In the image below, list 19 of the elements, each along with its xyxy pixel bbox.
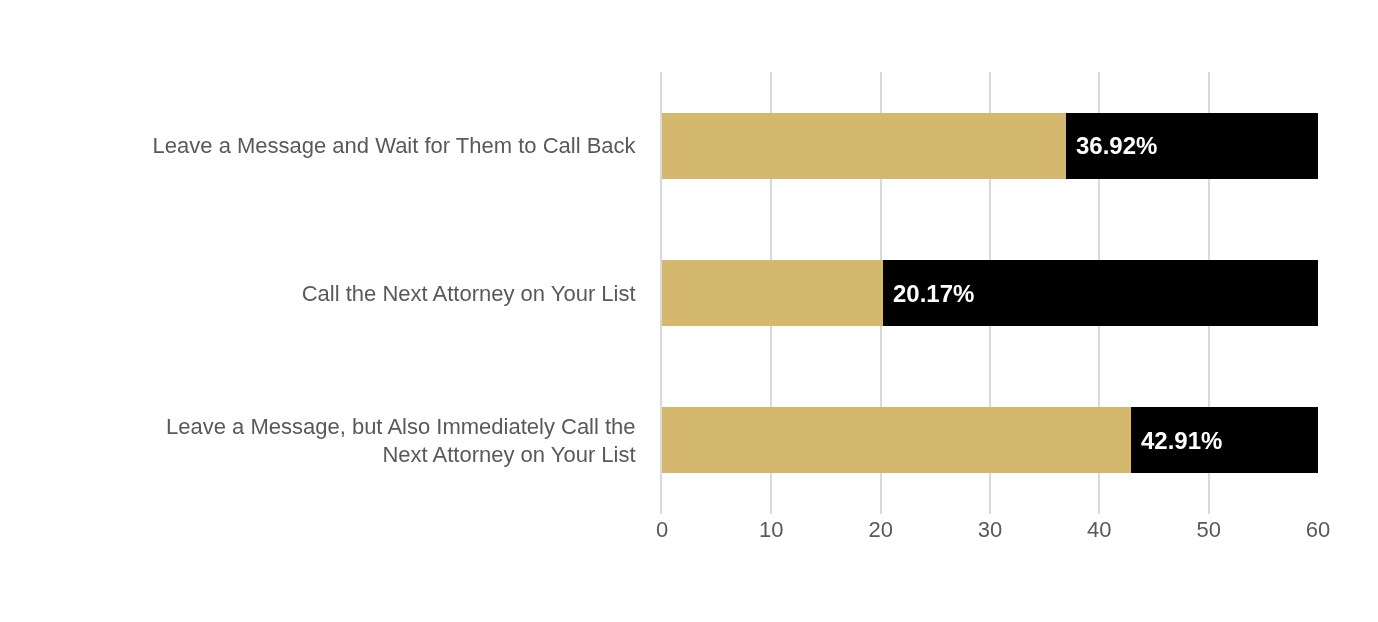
x-tick-label: 30 bbox=[977, 517, 1003, 542]
data-label: 20.17% bbox=[893, 280, 975, 307]
bar bbox=[662, 112, 1066, 179]
x-tick-label: 50 bbox=[1196, 517, 1221, 542]
data-label: 42.91% bbox=[1141, 427, 1223, 454]
bar bbox=[1131, 407, 1318, 474]
x-tick-label: 60 bbox=[1305, 517, 1331, 542]
data-label: 36.92% bbox=[1076, 132, 1158, 159]
x-tick-label: 10 bbox=[759, 517, 784, 542]
bar bbox=[1065, 112, 1318, 179]
x-tick-label: 40 bbox=[1087, 517, 1112, 542]
x-tick-label: 20 bbox=[868, 517, 893, 542]
bar bbox=[662, 407, 1132, 474]
bar bbox=[882, 259, 1318, 327]
y-tick-label: Leave a Message and Wait for Them to Call Back bbox=[152, 133, 637, 159]
y-tick-label: Call the Next Attorney on Your List bbox=[301, 280, 636, 306]
x-tick-label: 0 bbox=[655, 517, 669, 542]
bar bbox=[662, 259, 883, 327]
y-tick-label: Leave a Message, but Also Immediately Call the Next Attorney on Your List bbox=[166, 413, 636, 468]
